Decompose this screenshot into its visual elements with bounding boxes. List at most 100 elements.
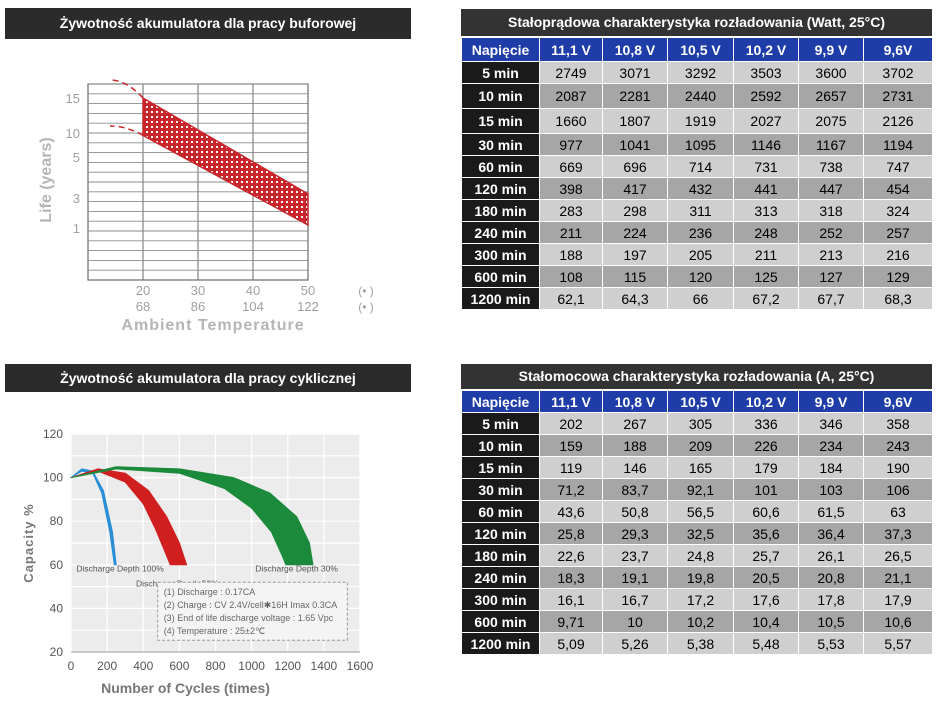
table-row: 30 min 71,2 83,7 92,1 101 103 106: [461, 478, 933, 501]
table-cell: 209: [667, 434, 734, 457]
table-cell: 43,6: [539, 500, 603, 523]
table-cell: 2731: [863, 83, 933, 109]
table-cell: 358: [863, 412, 933, 435]
y-tick-label: 20: [50, 645, 64, 659]
table-cell: 16,1: [539, 588, 603, 611]
table-cell: 336: [733, 412, 799, 435]
table-row: 30 min 977 1041 1095 1146 1167 1194: [461, 133, 933, 156]
series-band-3: [70, 466, 314, 566]
row-time-label: 120 min: [461, 177, 540, 200]
table-cell: 29,3: [602, 522, 668, 545]
row-time-label: 30 min: [461, 478, 540, 501]
table-cell: 60,6: [733, 500, 799, 523]
table-cell: 165: [667, 456, 734, 479]
table-cell: 243: [863, 434, 933, 457]
table-cell: 747: [863, 155, 933, 178]
x-tick-label-c: 30: [191, 283, 205, 298]
table-cell: 63: [863, 500, 933, 523]
table-cell: 83,7: [602, 478, 668, 501]
table-cell: 10,2: [667, 610, 734, 633]
y-tick-label: 15: [66, 91, 80, 106]
table-cell: 18,3: [539, 566, 603, 589]
float-life-chart: 15 10 5 3 1 Life (years) 20 30 40 50 68 86 104 122 (• …: [38, 79, 374, 334]
table-header-row: Napięcie 11,1 V 10,8 V 10,5 V 10,2 V 9,9 V 9,6…: [461, 390, 933, 413]
table-cell: 64,3: [602, 287, 668, 310]
table-cell: 10,6: [863, 610, 933, 633]
x-tick-label: 800: [205, 659, 225, 673]
table-cell: 26,5: [863, 544, 933, 567]
table-cell: 120: [667, 265, 734, 288]
table-row: 60 min 669 696 714 731 738 747: [461, 155, 933, 178]
header-voltage-col: 9,6V: [863, 37, 933, 62]
row-time-label: 300 min: [461, 588, 540, 611]
row-time-label: 600 min: [461, 610, 540, 633]
watt-table-title: Stałoprądowa charakterystyka rozładowani…: [461, 9, 932, 36]
x-tick-label-f: 122: [297, 299, 319, 314]
table-cell: 213: [798, 243, 864, 266]
row-time-label: 5 min: [461, 61, 540, 84]
y-axis-label: Capacity %: [21, 503, 36, 582]
upper-dashed-line: [109, 79, 144, 99]
table-cell: 56,5: [667, 500, 734, 523]
table-cell: 115: [602, 265, 668, 288]
y-tick-label: 3: [73, 191, 80, 206]
table-cell: 66: [667, 287, 734, 310]
header-voltage-label: Napięcie: [461, 37, 540, 62]
header-voltage-col: 11,1 V: [539, 37, 603, 62]
cycle-life-chart: 0 200 400 600 800 1000 1200 1400 1600 120 100 80 60 4…: [21, 427, 374, 696]
note-line-2: (2) Charge : CV 2.4V/cell✱16H Imax 0.3CA: [164, 600, 338, 610]
table-cell: 129: [863, 265, 933, 288]
table-cell: 3600: [798, 61, 864, 84]
table-cell: 454: [863, 177, 933, 200]
row-time-label: 1200 min: [461, 632, 540, 655]
table-cell: 252: [798, 221, 864, 244]
table-cell: 2075: [798, 108, 864, 134]
table-cell: 101: [733, 478, 799, 501]
table-cell: 1167: [798, 133, 864, 156]
table-cell: 21,1: [863, 566, 933, 589]
table-cell: 313: [733, 199, 799, 222]
table-cell: 2126: [863, 108, 933, 134]
header-voltage-label: Napięcie: [461, 390, 540, 413]
table-cell: 2592: [733, 83, 799, 109]
x-tick-label: 1600: [347, 659, 374, 673]
row-time-label: 60 min: [461, 155, 540, 178]
table-cell: 25,7: [733, 544, 799, 567]
table-cell: 67,2: [733, 287, 799, 310]
table-row: 300 min 16,1 16,7 17,2 17,6 17,8 17,9: [461, 588, 933, 611]
table-row: 10 min 159 188 209 226 234 243: [461, 434, 933, 457]
table-cell: 32,5: [667, 522, 734, 545]
table-cell: 179: [733, 456, 799, 479]
x-tick-label-f: 68: [136, 299, 150, 314]
table-cell: 1095: [667, 133, 734, 156]
row-time-label: 600 min: [461, 265, 540, 288]
watt-discharge-table: Napięcie 11,1 V 10,8 V 10,5 V 10,2 V 9,9 V 9,6…: [461, 37, 933, 310]
table-row: 15 min 1660 1807 1919 2027 2075 2126: [461, 108, 933, 134]
table-cell: 125: [733, 265, 799, 288]
table-row: 60 min 43,6 50,8 56,5 60,6 61,5 63: [461, 500, 933, 523]
table-row: 1200 min 62,1 64,3 66 67,2 67,7 68,3: [461, 287, 933, 310]
x-tick-label: 0: [68, 659, 75, 673]
header-voltage-col: 9,6V: [863, 390, 933, 413]
table-cell: 92,1: [667, 478, 734, 501]
table-row: 1200 min 5,09 5,26 5,38 5,48 5,53 5,57: [461, 632, 933, 655]
table-cell: 2440: [667, 83, 734, 109]
x-tick-label-c: 40: [246, 283, 260, 298]
table-cell: 16,7: [602, 588, 668, 611]
table-cell: 119: [539, 456, 603, 479]
table-cell: 417: [602, 177, 668, 200]
table-cell: 977: [539, 133, 603, 156]
table-cell: 106: [863, 478, 933, 501]
table-cell: 432: [667, 177, 734, 200]
table-row: 300 min 188 197 205 211 213 216: [461, 243, 933, 266]
row-time-label: 180 min: [461, 199, 540, 222]
table-row: 180 min 22,6 23,7 24,8 25,7 26,1 26,5: [461, 544, 933, 567]
header-voltage-col: 10,5 V: [667, 390, 734, 413]
table-cell: 36,4: [798, 522, 864, 545]
table-row: 10 min 2087 2281 2440 2592 2657 2731: [461, 83, 933, 109]
unit-f-label: (• ): [358, 300, 374, 314]
lower-dashed-line: [109, 125, 144, 137]
row-time-label: 15 min: [461, 108, 540, 134]
x-tick-label: 1400: [311, 659, 338, 673]
table-row: 120 min 25,8 29,3 32,5 35,6 36,4 37,3: [461, 522, 933, 545]
